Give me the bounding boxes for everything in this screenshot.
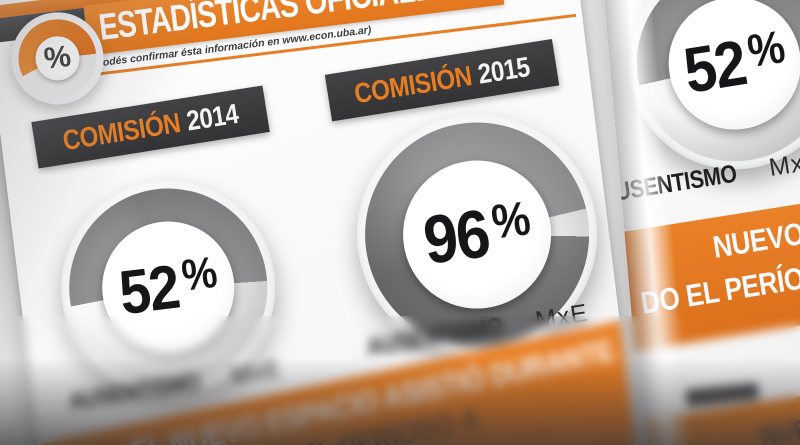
front-flyer-page: % ESTADÍSTICAS OFICIALES (Podés confirma… [0, 0, 657, 445]
comision-label: COMISIÓN [352, 59, 474, 109]
comision-year: 2014 [184, 97, 241, 137]
comision-year: 2015 [475, 50, 532, 90]
gauge-value-number: 52 [679, 26, 751, 107]
comision-label: COMISIÓN [60, 106, 183, 156]
percent-sign: % [744, 19, 789, 78]
percent-sign: % [489, 191, 534, 249]
back-flyer-page: 52% AUSENTISMO MxE NUEVO ESPACIO DO EL P… [598, 0, 800, 445]
gauge-value-number: 52 [115, 252, 183, 328]
caption-bold: AUSENTISMO [598, 159, 739, 209]
banner-text: NUEVO ES [757, 402, 800, 445]
banner-line-1: NUEVO ESPACIO [710, 197, 800, 265]
title-banner: ESTADÍSTICAS OFICIALES [83, 0, 505, 56]
gauge-value-number: 96 [419, 195, 493, 279]
section-header-2015: COMISIÓN2015 [324, 38, 560, 122]
percent-sign: % [178, 247, 220, 301]
